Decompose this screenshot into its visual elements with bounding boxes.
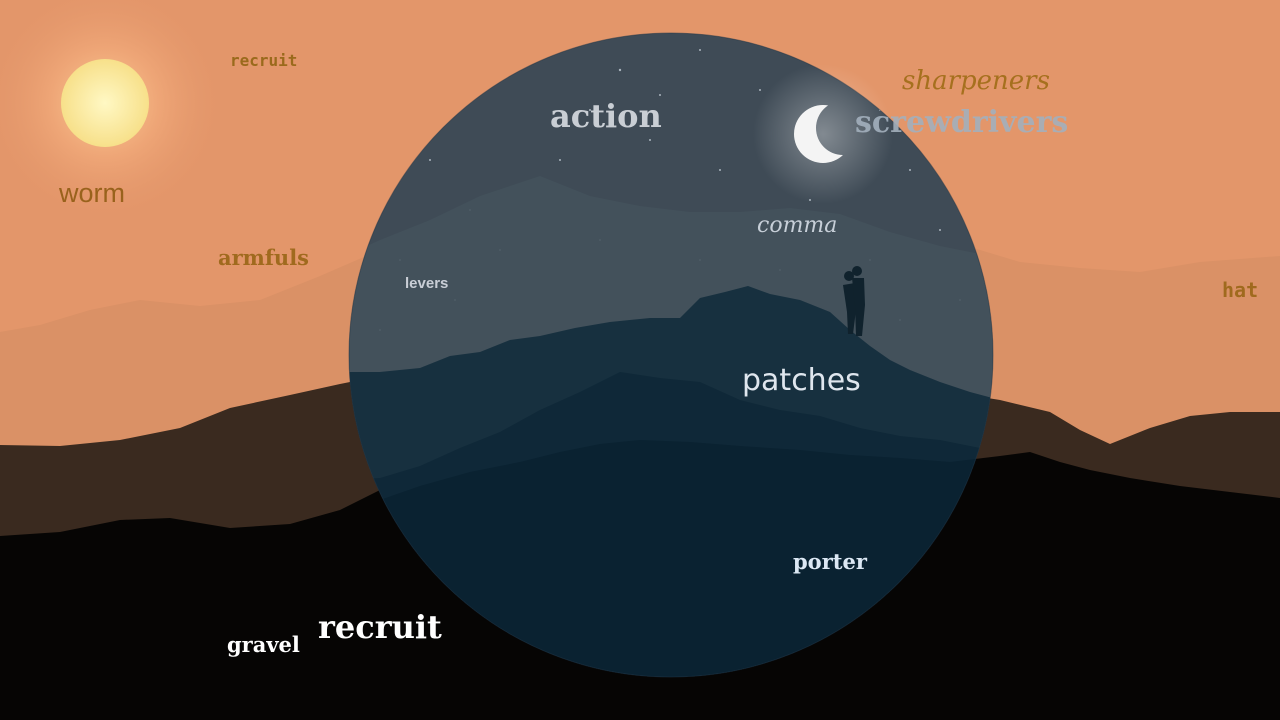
word-levers: levers bbox=[405, 275, 449, 292]
word-action: action bbox=[550, 97, 662, 135]
word-armfuls: armfuls bbox=[218, 245, 309, 270]
word-comma: comma bbox=[757, 213, 838, 238]
word-patches: patches bbox=[742, 363, 861, 398]
word-screwdrivers: screwdrivers bbox=[855, 105, 1069, 140]
word-gravel: gravel bbox=[227, 632, 300, 657]
word-worm: worm bbox=[59, 178, 125, 208]
word-sharpeners: sharpeners bbox=[902, 66, 1050, 96]
word-recruit-large: recruit bbox=[318, 608, 442, 646]
word-recruit-small: recruit bbox=[230, 51, 298, 70]
word-porter: porter bbox=[793, 549, 867, 574]
word-hat: hat bbox=[1222, 278, 1259, 302]
